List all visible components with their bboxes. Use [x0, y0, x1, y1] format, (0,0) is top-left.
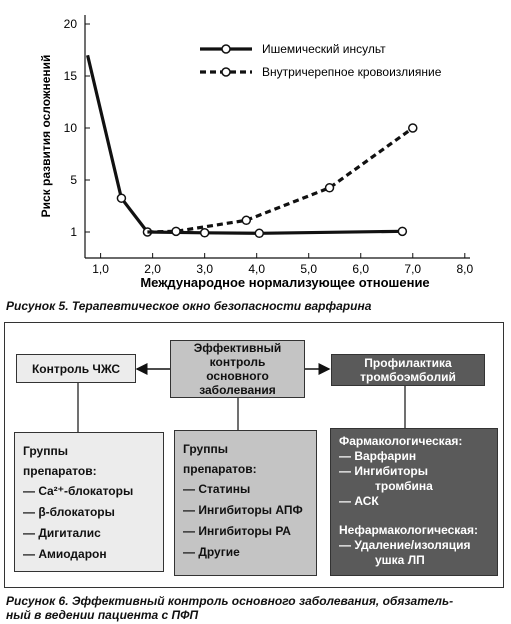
section-title: Фармакологическая: — [339, 434, 463, 448]
x-tick-label: 4,0 — [248, 262, 265, 276]
group-title: Группы препаратов: — [183, 442, 257, 476]
y-tick-label: 10 — [64, 121, 78, 135]
group-item: — Ингибиторы АПФ — [183, 503, 303, 517]
group-item: — Варфарин — [339, 449, 417, 463]
caption: Рисунок 6. Эффективный контроль основног… — [6, 594, 454, 608]
x-tick-label: 7,0 — [404, 262, 421, 276]
point — [199, 228, 210, 238]
x-tick-label: 5,0 — [300, 262, 317, 276]
x-tick-label: 1,0 — [92, 262, 109, 276]
node: Эффективный контроль основного заболеван… — [170, 340, 305, 398]
group-item: — Ингибиторы — [339, 464, 428, 478]
caption: Рисунок 5. Терапевтическое окно безопасн… — [6, 299, 372, 313]
legend-marker — [221, 67, 231, 77]
group-item: — Другие — [183, 545, 240, 559]
group-item: ушка ЛП — [375, 553, 425, 567]
legend-label: Внутричерепное кровоизлияние — [262, 65, 442, 79]
y-tick-label: 20 — [64, 17, 78, 31]
x-tick-label: 6,0 — [352, 262, 369, 276]
node: Профилактика тромбоэмболий — [331, 354, 485, 386]
group-item: — Статины — [183, 482, 251, 496]
group-item: — Дигиталис — [23, 526, 101, 540]
group-item: — Амиодарон — [23, 547, 107, 561]
node: Контроль ЧЖС — [16, 354, 136, 383]
group-title: Группы препаратов: — [23, 444, 97, 478]
point — [324, 183, 335, 193]
group-item: — АСК — [339, 494, 379, 508]
chart: Риск развития осложнений Международное н… — [39, 15, 473, 290]
legend-marker — [221, 44, 231, 54]
legend-label: Ишемический инсульт — [262, 42, 386, 56]
y-tick-label: 5 — [70, 173, 77, 187]
group-item: — Ca²⁺-блокаторы — [23, 484, 134, 498]
point — [116, 193, 127, 203]
x-tick-label: 3,0 — [196, 262, 213, 276]
x-axis-title: Международное нормализующее отношение — [140, 275, 429, 290]
series-line — [147, 126, 414, 234]
group-item: тромбина — [375, 479, 433, 493]
y-tick-label: 1 — [70, 225, 77, 239]
x-tick-label: 2,0 — [144, 262, 161, 276]
group-item: — Ингибиторы РА — [183, 524, 291, 538]
point — [397, 226, 408, 237]
group-box: Группы препаратов: — Ca²⁺-блокаторы — β-… — [14, 432, 164, 572]
point — [241, 215, 252, 226]
group-item: — Удаление/изоляция — [339, 538, 471, 552]
group-item: — β-блокаторы — [23, 505, 115, 519]
spacer — [339, 509, 489, 523]
group-box: Группы препаратов: — Статины — Ингибитор… — [174, 430, 317, 576]
section-title: Нефармакологическая: — [339, 523, 478, 537]
y-axis-title: Риск развития осложнений — [39, 55, 53, 218]
point — [254, 228, 265, 239]
y-tick-label: 15 — [64, 69, 78, 83]
diagram-frame — [4, 322, 504, 588]
point — [171, 226, 181, 237]
caption: ный в ведении пациента с ПФП — [6, 608, 199, 622]
group-box: Фармакологическая: — Варфарин — Ингибито… — [330, 428, 498, 576]
x-tick-label: 8,0 — [456, 262, 473, 276]
point — [408, 123, 418, 133]
